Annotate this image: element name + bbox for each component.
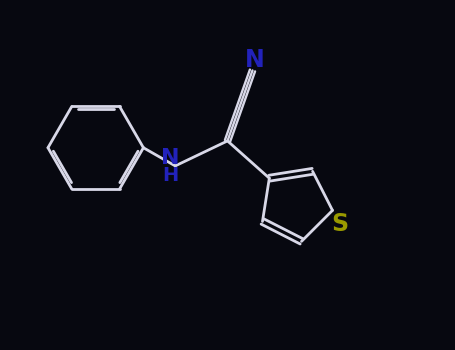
Text: S: S (331, 212, 348, 236)
Text: N: N (245, 48, 265, 72)
Text: N: N (162, 148, 180, 168)
Text: H: H (162, 166, 179, 186)
